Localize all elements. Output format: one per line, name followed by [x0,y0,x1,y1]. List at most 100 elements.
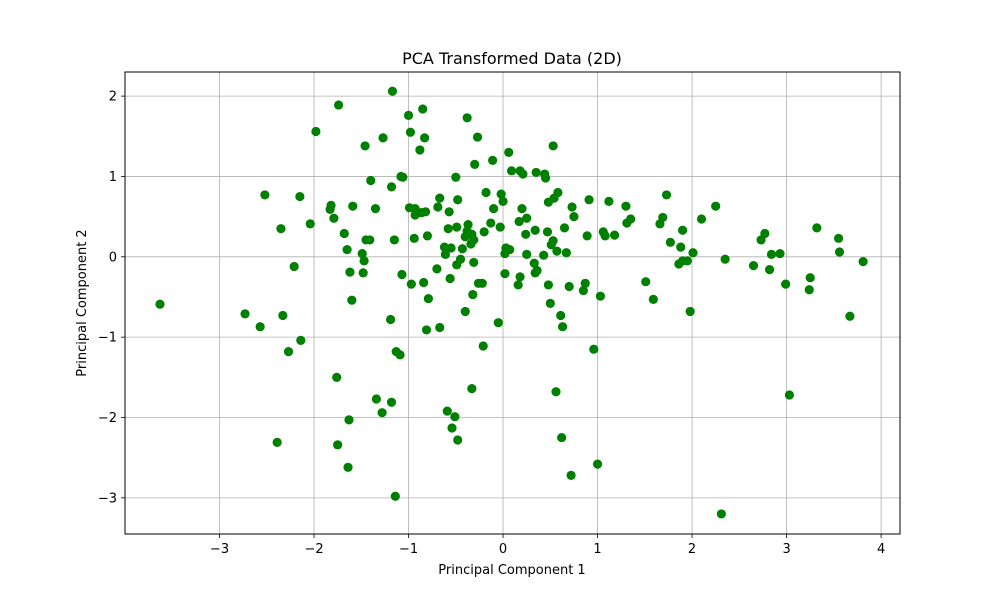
scatter-point [812,223,822,233]
scatter-point [500,269,510,279]
scatter-point [276,224,286,234]
scatter-point [278,310,288,321]
y-tick-label: −2 [98,411,117,426]
scatter-point [446,243,456,253]
scatter-point [548,141,558,151]
scatter-point [518,169,528,179]
scatter-point [359,256,369,266]
scatter-point [360,141,370,151]
scatter-point [479,227,489,237]
scatter-point [395,350,405,360]
scatter-point [326,200,336,210]
scatter-point [545,298,555,309]
scatter-point [481,187,491,198]
scatter-point [387,86,398,96]
scatter-point [357,248,367,259]
scatter-point [405,127,416,137]
scatter-point [658,212,668,223]
scatter-point [283,347,294,357]
scatter-point [444,207,454,217]
scatter-point [517,203,527,214]
scatter-point [348,201,358,211]
x-tick-label: 4 [877,542,885,557]
scatter-point [521,229,531,239]
scatter-point [445,273,455,284]
scatter-point [665,237,675,247]
scatter-point [433,202,443,212]
y-tick-label: 0 [109,250,117,265]
scatter-point [626,214,636,224]
scatter-point [470,159,480,169]
scatter-point [557,322,568,332]
scatter-point [296,335,306,345]
scatter-point [522,249,532,259]
x-tick-label: 1 [593,542,601,557]
scatter-point [366,175,376,186]
scatter-point [468,289,478,300]
scatter-point [532,265,542,276]
grid-lines [125,72,900,534]
scatter-point [513,280,523,290]
scatter-point [504,147,514,157]
scatter-point [415,145,425,155]
scatter-point [342,244,352,255]
scatter-point [442,406,452,416]
scatter-point [552,246,562,256]
x-tick-label: 3 [782,542,790,557]
scatter-point [272,437,282,448]
scatter-point [432,264,442,274]
scatter-point [766,249,777,259]
scatter-point [389,235,399,245]
scatter-point [834,247,845,257]
y-axis-label: Principal Component 2 [75,229,90,376]
scatter-point [781,279,791,289]
scatter-point [696,214,707,224]
scatter-point [155,299,165,309]
x-axis-ticks: −3 −2 −1 0 1 2 3 4 [210,534,885,557]
scatter-point [370,203,381,214]
scatter-point [343,462,353,472]
scatter-point [447,423,457,433]
scatter-point [548,236,558,246]
x-tick-label: −3 [210,542,229,557]
x-tick-label: −1 [399,542,418,557]
scatter-point [419,277,429,288]
scatter-point [457,244,468,254]
y-tick-label: 1 [109,170,117,185]
scatter-point [386,182,397,192]
scatter-point [472,132,483,142]
scatter-point [451,172,461,182]
scatter-point [498,196,508,206]
y-tick-label: 2 [109,90,117,105]
scatter-point [833,233,844,243]
scatter-point [397,269,407,280]
scatter-point [495,222,505,232]
scatter-point [514,216,524,227]
scatter-point [543,280,554,290]
scatter-point [678,225,688,235]
scatter-point [398,172,408,182]
scatter-point [452,222,462,232]
scatter-point [540,173,551,183]
scatter-point [450,412,460,422]
scatter-point [685,306,695,317]
scatter-point [641,277,651,287]
scatter-point [329,213,339,223]
scatter-point [557,432,567,443]
scatter-point [566,470,576,480]
scatter-point [506,166,517,176]
scatter-point [477,278,487,288]
scatter-point [589,344,599,354]
scatter-point [423,293,433,304]
scatter-point [240,309,250,319]
scatter-point [371,394,382,404]
scatter-point [488,203,499,214]
scatter-point [453,195,463,205]
scatter-point [584,195,594,205]
scatter-point [339,228,349,239]
scatter-point [486,218,496,228]
scatter-point [539,250,549,260]
scatter-point [515,272,525,282]
scatter-point [453,435,463,445]
